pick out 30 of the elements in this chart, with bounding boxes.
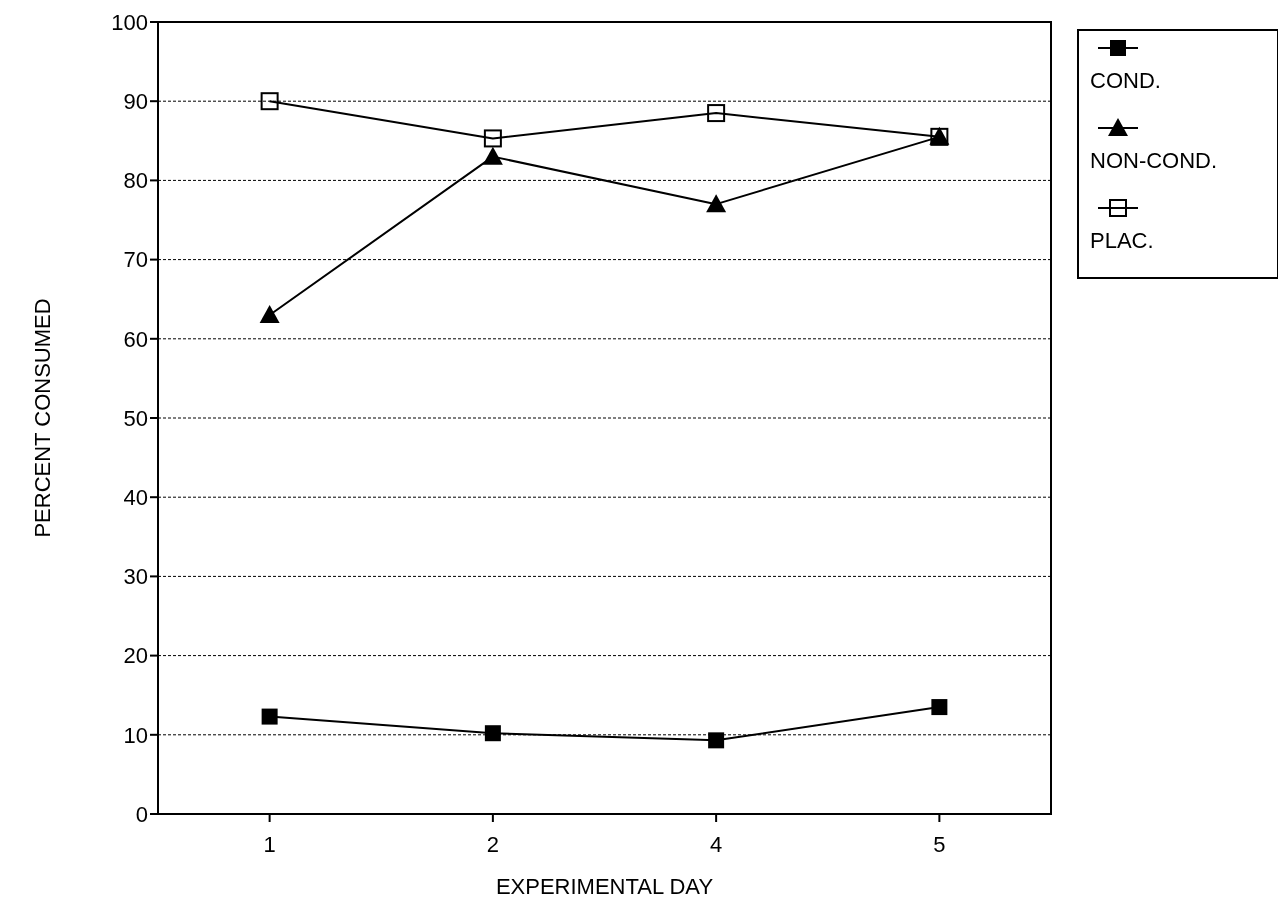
x-axis-title: EXPERIMENTAL DAY xyxy=(495,874,714,899)
x-tick-label: 1 xyxy=(263,832,276,857)
y-tick-label: 60 xyxy=(123,326,148,352)
point xyxy=(931,699,948,716)
point xyxy=(260,92,279,111)
point xyxy=(261,708,278,725)
legend-label: COND. xyxy=(1090,68,1161,93)
point xyxy=(707,104,726,123)
y-tick-label: 80 xyxy=(123,168,148,194)
y-axis-title: PERCENT CONSUMED xyxy=(30,298,55,538)
x-tick-label: 4 xyxy=(710,832,723,857)
x-tick-label: 2 xyxy=(486,832,499,857)
legend-label: NON-COND. xyxy=(1090,148,1218,173)
y-tick-label: 40 xyxy=(123,484,148,510)
y-tick-label: 90 xyxy=(123,88,148,114)
y-tick-label: 0 xyxy=(135,801,148,827)
point xyxy=(484,725,501,742)
point xyxy=(482,146,503,165)
legend-label: PLAC. xyxy=(1090,228,1154,253)
x-tick-label: 5 xyxy=(933,832,946,857)
point xyxy=(706,194,727,213)
y-tick-label: 100 xyxy=(111,9,148,35)
y-tick-label: 10 xyxy=(123,722,148,748)
point xyxy=(708,732,725,749)
point xyxy=(259,305,280,324)
y-tick-label: 30 xyxy=(123,564,148,590)
y-tick-label: 20 xyxy=(123,643,148,669)
y-tick-label: 70 xyxy=(123,247,148,273)
point xyxy=(483,129,502,148)
y-tick-label: 50 xyxy=(123,405,148,431)
